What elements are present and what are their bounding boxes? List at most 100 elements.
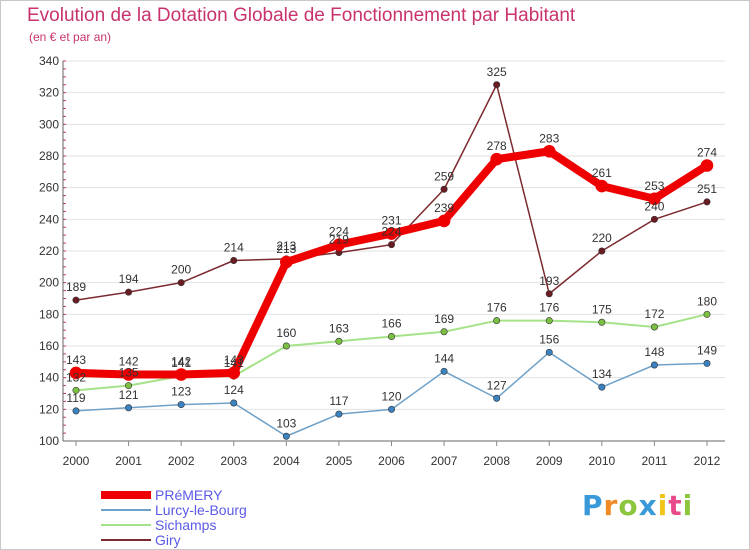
data-label: 141 — [224, 356, 244, 370]
data-point — [230, 399, 238, 407]
data-point — [227, 366, 241, 380]
legend-label: Lurcy-le-Bourg — [155, 502, 247, 518]
data-point — [125, 288, 133, 296]
data-point — [437, 214, 451, 228]
y-tick-label: 320 — [39, 86, 59, 100]
data-label: 214 — [224, 241, 244, 255]
y-tick-label: 300 — [39, 117, 59, 131]
x-tick-label: 2005 — [326, 454, 353, 468]
data-label: 213 — [276, 242, 296, 256]
data-label: 189 — [66, 280, 86, 294]
data-point — [69, 366, 83, 380]
data-label: 103 — [276, 416, 296, 430]
data-label: 325 — [487, 65, 507, 79]
data-point — [177, 401, 185, 409]
data-label: 119 — [66, 391, 85, 405]
data-label: 156 — [539, 332, 559, 346]
data-label: 141 — [171, 356, 191, 370]
data-label: 219 — [329, 233, 349, 247]
x-tick-label: 2010 — [588, 454, 615, 468]
data-point — [493, 317, 501, 325]
data-label: 142 — [119, 355, 139, 369]
data-point — [387, 405, 395, 413]
data-point — [650, 361, 658, 369]
x-tick-label: 2002 — [168, 454, 195, 468]
chart-title: Evolution de la Dotation Globale de Fonc… — [27, 5, 576, 26]
data-label: 134 — [592, 367, 612, 381]
x-tick-label: 2007 — [431, 454, 458, 468]
data-label: 224 — [381, 225, 401, 239]
x-tick-label: 2006 — [378, 454, 405, 468]
data-label: 175 — [592, 302, 612, 316]
legend-swatch — [101, 524, 151, 526]
data-point — [177, 279, 185, 287]
data-label: 143 — [224, 353, 244, 367]
data-point — [703, 310, 711, 318]
data-point — [542, 144, 556, 158]
data-label: 163 — [329, 321, 349, 335]
data-label: 144 — [434, 351, 454, 365]
data-point — [72, 407, 80, 415]
data-point — [72, 386, 80, 394]
data-point — [648, 192, 661, 206]
legend-label: Sichamps — [155, 517, 217, 533]
data-label: 278 — [487, 139, 507, 153]
data-point — [72, 296, 80, 304]
axes: 100 120 140 160 180 200 220 240 260 280 300 320 340 2… — [39, 54, 725, 468]
logo-letter: x — [638, 489, 658, 522]
data-label: 251 — [697, 182, 717, 196]
data-point — [598, 383, 606, 391]
data-label: 253 — [644, 179, 664, 193]
data-point — [125, 404, 133, 412]
logo-letter: o — [618, 489, 639, 522]
data-point — [174, 368, 188, 381]
y-tick-label: 220 — [39, 244, 59, 258]
y-tick-label: 180 — [39, 307, 59, 321]
data-label: 127 — [487, 378, 507, 392]
data-label: 132 — [66, 370, 86, 384]
data-label: 142 — [171, 355, 191, 369]
data-label: 121 — [119, 388, 139, 402]
data-point — [122, 368, 135, 381]
data-point — [650, 323, 658, 331]
data-point — [335, 410, 343, 418]
data-point — [440, 328, 448, 336]
data-label: 148 — [644, 345, 664, 359]
data-label: 231 — [381, 214, 401, 228]
y-tick-label: 140 — [39, 371, 59, 385]
data-label: 220 — [592, 231, 612, 245]
x-tick-label: 2000 — [63, 454, 90, 468]
logo-letter: r — [603, 489, 619, 522]
y-tick-label: 100 — [39, 434, 59, 448]
data-label: 193 — [539, 274, 559, 288]
data-point — [493, 81, 501, 89]
y-tick-label: 260 — [39, 181, 59, 195]
y-tick-label: 240 — [39, 212, 59, 226]
x-tick-label: 2011 — [642, 454, 668, 468]
x-tick-label: 2009 — [536, 454, 563, 468]
data-label: 194 — [119, 272, 139, 286]
data-point — [387, 332, 395, 340]
data-label: 117 — [329, 394, 348, 408]
legend-label: Giry — [155, 532, 181, 548]
data-point — [493, 394, 501, 402]
data-point — [332, 238, 346, 251]
y-tick-label: 280 — [39, 149, 59, 163]
legend-swatch — [101, 491, 151, 499]
data-label: 166 — [381, 317, 401, 331]
data-point — [282, 432, 290, 440]
legend-swatch — [101, 509, 151, 511]
data-point — [703, 198, 711, 206]
data-label: 224 — [329, 225, 349, 239]
data-label: 274 — [697, 146, 717, 160]
data-point — [387, 241, 395, 249]
data-label: 160 — [276, 326, 296, 340]
data-point — [545, 317, 553, 325]
data-label: 200 — [171, 263, 191, 277]
data-label: 149 — [697, 343, 717, 357]
data-label: 261 — [592, 166, 612, 180]
data-label: 143 — [66, 353, 86, 367]
data-point — [125, 382, 133, 390]
